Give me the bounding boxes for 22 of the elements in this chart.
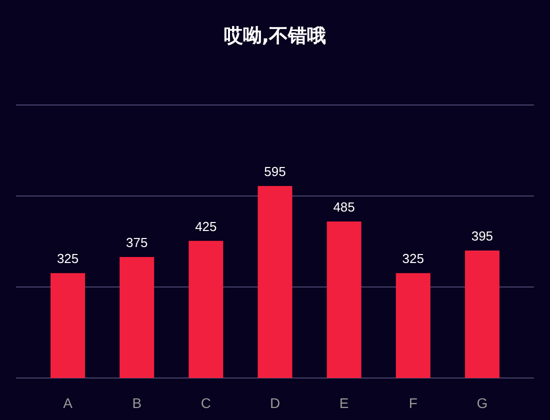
x-tick-label: A xyxy=(63,394,74,411)
data-label: 325 xyxy=(56,251,79,266)
bar xyxy=(50,273,86,378)
bar xyxy=(326,221,362,378)
data-label: 425 xyxy=(195,218,217,234)
bar xyxy=(258,186,292,378)
x-tick-label: G xyxy=(476,394,488,411)
x-tick-label: E xyxy=(339,394,349,411)
bar xyxy=(120,256,154,378)
data-label: 325 xyxy=(402,251,424,266)
bar xyxy=(188,240,224,378)
x-tick-label: C xyxy=(200,394,211,411)
data-label: 395 xyxy=(471,228,494,244)
x-tick-label: D xyxy=(270,394,280,411)
bar xyxy=(464,250,500,378)
data-label: 595 xyxy=(264,164,286,179)
chart-title: 哎呦,不错哦 xyxy=(224,25,326,47)
data-label: 485 xyxy=(333,199,355,214)
bar xyxy=(396,273,430,378)
x-tick-label: F xyxy=(408,394,418,411)
x-tick-label: B xyxy=(132,394,142,411)
data-label: 375 xyxy=(126,234,148,250)
